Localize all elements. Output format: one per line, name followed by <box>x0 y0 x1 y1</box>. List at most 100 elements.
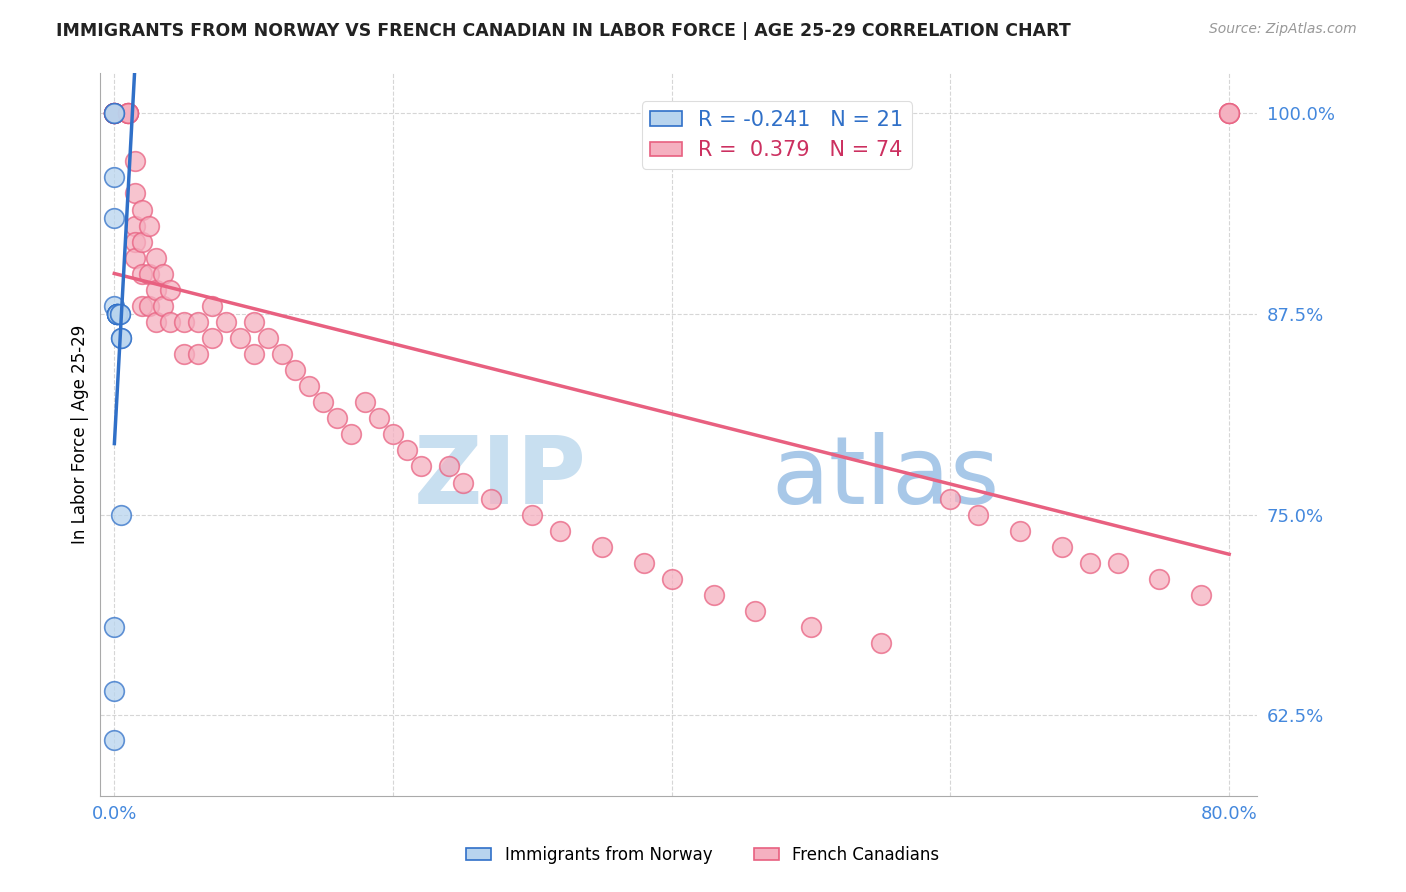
Point <box>173 347 195 361</box>
Point <box>145 283 167 297</box>
Point <box>103 106 125 120</box>
Point <box>1010 524 1032 538</box>
Point <box>242 347 264 361</box>
Y-axis label: In Labor Force | Age 25-29: In Labor Force | Age 25-29 <box>72 325 89 544</box>
Point <box>131 267 153 281</box>
Point <box>117 106 139 120</box>
Point <box>1218 106 1240 120</box>
Point <box>124 235 146 249</box>
Point <box>103 170 125 185</box>
Point <box>173 315 195 329</box>
Text: Source: ZipAtlas.com: Source: ZipAtlas.com <box>1209 22 1357 37</box>
Point <box>103 861 125 875</box>
Point <box>228 331 250 345</box>
Point <box>939 491 962 506</box>
Point <box>103 211 125 225</box>
Point <box>138 219 160 233</box>
Legend: R = -0.241   N = 21, R =  0.379   N = 74: R = -0.241 N = 21, R = 0.379 N = 74 <box>643 102 912 169</box>
Point <box>1107 556 1129 570</box>
Point <box>159 283 181 297</box>
Point <box>1078 556 1101 570</box>
Point <box>256 331 278 345</box>
Point <box>131 202 153 217</box>
Point <box>138 299 160 313</box>
Point <box>110 508 132 522</box>
Point <box>215 315 238 329</box>
Point <box>103 106 125 120</box>
Point <box>105 307 128 321</box>
Point <box>1218 106 1240 120</box>
Point <box>105 307 128 321</box>
Point <box>548 524 571 538</box>
Point <box>395 443 418 458</box>
Legend: Immigrants from Norway, French Canadians: Immigrants from Norway, French Canadians <box>460 839 946 871</box>
Point <box>1218 106 1240 120</box>
Point <box>1149 572 1171 586</box>
Point <box>152 299 174 313</box>
Point <box>368 411 391 425</box>
Point <box>103 620 125 634</box>
Point <box>124 219 146 233</box>
Point <box>382 427 405 442</box>
Point <box>145 315 167 329</box>
Point <box>103 106 125 120</box>
Point <box>124 251 146 265</box>
Point <box>312 395 335 409</box>
Point <box>340 427 363 442</box>
Text: IMMIGRANTS FROM NORWAY VS FRENCH CANADIAN IN LABOR FORCE | AGE 25-29 CORRELATION: IMMIGRANTS FROM NORWAY VS FRENCH CANADIA… <box>56 22 1071 40</box>
Point <box>145 251 167 265</box>
Point <box>108 307 131 321</box>
Point <box>326 411 349 425</box>
Point <box>522 508 544 522</box>
Point <box>159 315 181 329</box>
Point <box>105 307 128 321</box>
Point <box>124 186 146 201</box>
Point <box>103 106 125 120</box>
Point <box>131 235 153 249</box>
Point <box>108 307 131 321</box>
Point <box>800 620 823 634</box>
Point <box>354 395 377 409</box>
Point <box>103 732 125 747</box>
Point <box>633 556 655 570</box>
Point <box>242 315 264 329</box>
Point <box>103 106 125 120</box>
Point <box>702 588 724 602</box>
Text: ZIP: ZIP <box>413 432 586 524</box>
Point <box>138 267 160 281</box>
Point <box>201 331 224 345</box>
Point <box>117 106 139 120</box>
Point <box>869 636 891 650</box>
Point <box>967 508 990 522</box>
Point <box>187 315 209 329</box>
Point <box>105 307 128 321</box>
Point <box>409 459 432 474</box>
Text: atlas: atlas <box>772 432 1000 524</box>
Point <box>152 267 174 281</box>
Point <box>117 106 139 120</box>
Point <box>110 331 132 345</box>
Point <box>103 684 125 698</box>
Point <box>103 106 125 120</box>
Point <box>591 540 613 554</box>
Point <box>187 347 209 361</box>
Point <box>1189 588 1212 602</box>
Point <box>437 459 460 474</box>
Point <box>270 347 292 361</box>
Point <box>131 299 153 313</box>
Point <box>201 299 224 313</box>
Point <box>103 299 125 313</box>
Point <box>479 491 502 506</box>
Point <box>110 331 132 345</box>
Point <box>451 475 474 490</box>
Point <box>744 604 766 618</box>
Point <box>103 106 125 120</box>
Point <box>661 572 683 586</box>
Point <box>284 363 307 377</box>
Point <box>124 154 146 169</box>
Point <box>298 379 321 393</box>
Point <box>105 307 128 321</box>
Point <box>117 106 139 120</box>
Point <box>103 106 125 120</box>
Point <box>1050 540 1073 554</box>
